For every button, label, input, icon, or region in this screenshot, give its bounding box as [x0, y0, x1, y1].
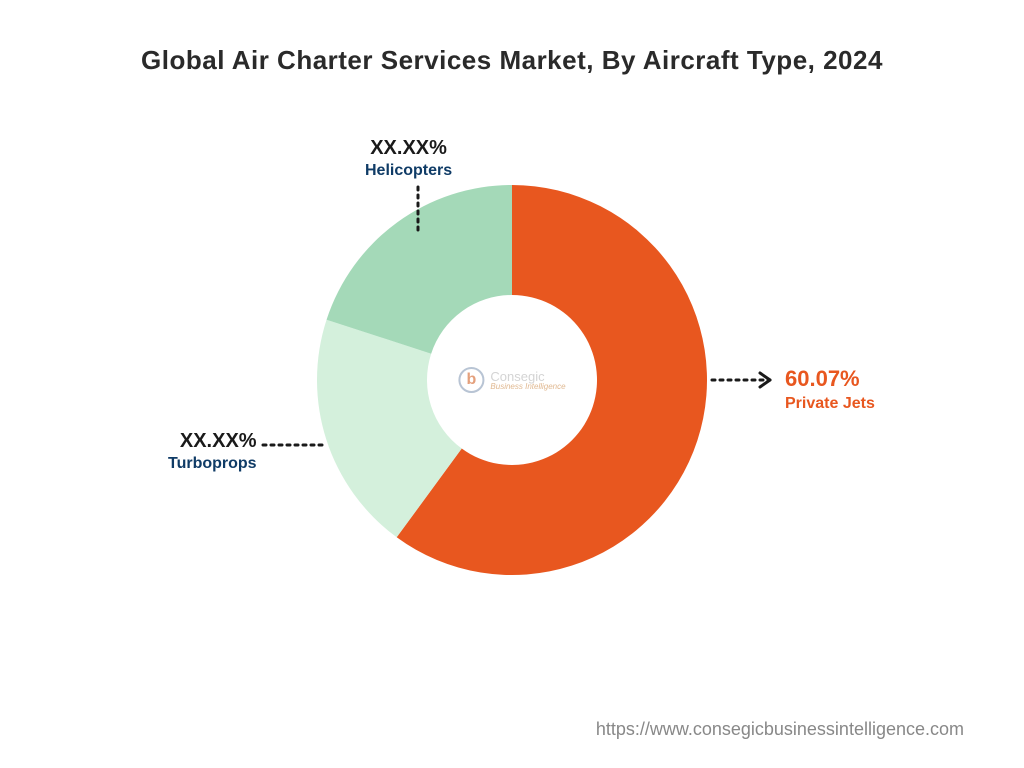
center-logo: Consegic Business Intelligence: [458, 367, 565, 393]
logo-sub-text: Business Intelligence: [490, 383, 565, 391]
logo-text: Consegic Business Intelligence: [490, 370, 565, 391]
privatejets-value: 60.07%: [785, 365, 860, 394]
slice-helicopters: [327, 185, 512, 354]
turboprops-name: Turboprops: [168, 454, 257, 475]
helicopters-value: XX.XX%: [370, 135, 447, 161]
footer-url: https://www.consegicbusinessintelligence…: [596, 719, 964, 740]
privatejets-name: Private Jets: [785, 394, 875, 415]
label-turboprops: XX.XX% Turboprops: [168, 428, 257, 475]
logo-main-text: Consegic: [490, 370, 565, 383]
logo-icon: [458, 367, 484, 393]
label-helicopters: XX.XX% Helicopters: [365, 135, 452, 182]
donut-chart: Consegic Business Intelligence: [312, 180, 712, 580]
helicopters-name: Helicopters: [365, 161, 452, 182]
turboprops-value: XX.XX%: [180, 428, 257, 454]
chart-title: Global Air Charter Services Market, By A…: [0, 45, 1024, 76]
label-privatejets: 60.07% Private Jets: [785, 365, 875, 414]
